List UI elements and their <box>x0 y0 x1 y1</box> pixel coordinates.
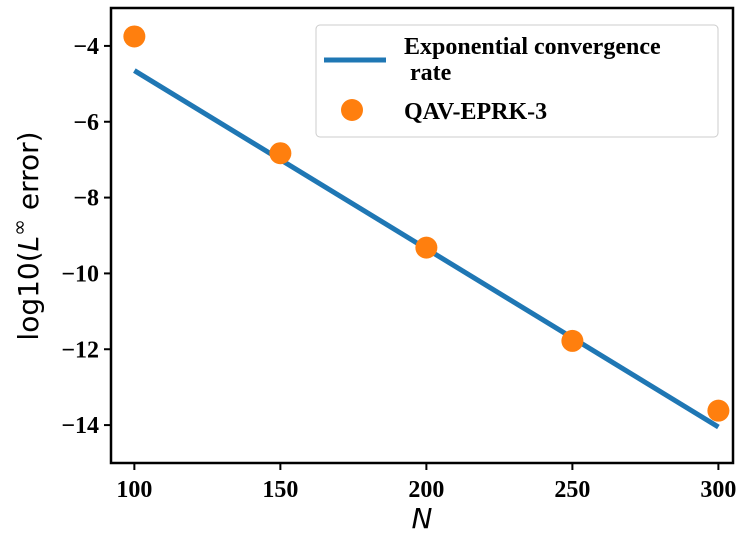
x-axis-label: N <box>412 502 433 535</box>
legend-scatter-marker <box>341 99 363 121</box>
data-point <box>123 25 146 48</box>
y-axis-label-suffix: error) <box>12 131 45 219</box>
x-tick-label: 200 <box>408 477 444 503</box>
y-tick-label: −10 <box>61 261 99 287</box>
legend-label-line-2: rate <box>410 60 452 86</box>
data-point <box>269 142 292 165</box>
y-axis-label: log10(L∞ error) <box>7 131 45 340</box>
y-tick-label: −6 <box>73 110 99 136</box>
legend-label-scatter: QAV-EPRK-3 <box>404 99 547 125</box>
legend-box <box>315 24 719 138</box>
data-point <box>707 399 730 422</box>
y-axis-label-L: L <box>12 236 45 252</box>
plot-frame <box>109 6 735 465</box>
y-tick-label: −4 <box>73 34 99 60</box>
legend: Exponential convergence rate QAV-EPRK-3 <box>315 24 719 138</box>
x-tick-label: 300 <box>700 477 736 503</box>
y-tick-label: −12 <box>61 337 99 363</box>
y-tick-label: −14 <box>61 413 99 439</box>
data-point <box>415 236 438 259</box>
y-axis-label-infinity: ∞ <box>7 219 31 236</box>
x-tick-label: 250 <box>554 477 590 503</box>
data-point <box>561 329 584 352</box>
y-axis: −14 −12 −10 −8 −6 −4 <box>61 34 111 439</box>
legend-label-line-1: Exponential convergence <box>404 34 661 60</box>
plot-content <box>123 25 730 430</box>
y-axis-label-prefix: log10( <box>12 251 45 340</box>
x-tick-label: 100 <box>116 477 152 503</box>
x-axis: 100 150 200 250 300 <box>116 463 736 503</box>
x-tick-label: 150 <box>262 477 298 503</box>
y-tick-label: −8 <box>73 186 99 212</box>
